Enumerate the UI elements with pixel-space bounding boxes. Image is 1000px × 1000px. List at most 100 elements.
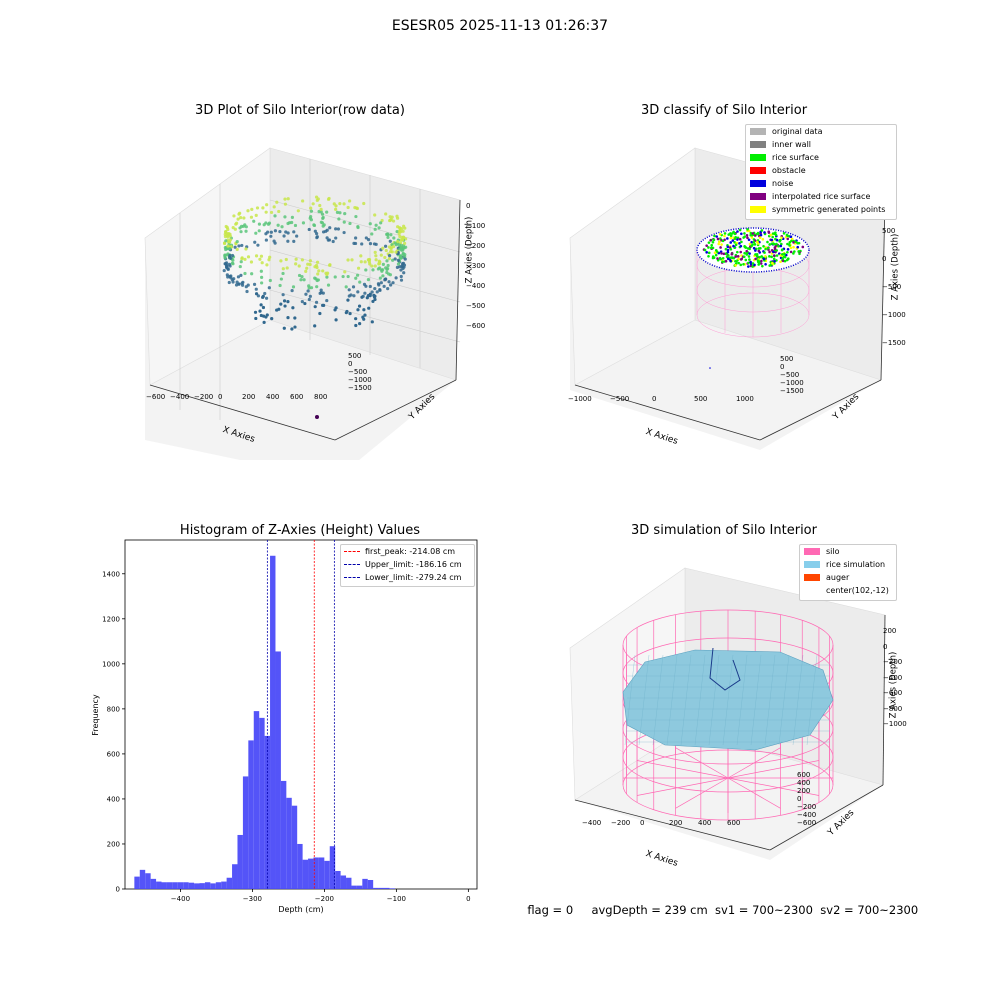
plot1-point xyxy=(403,241,407,245)
plot1-point xyxy=(321,269,325,273)
plot1-y-tick-3: −1000 xyxy=(348,376,372,384)
plot1-point xyxy=(307,297,311,302)
histogram-bar xyxy=(351,885,357,889)
plot2-point xyxy=(780,253,784,256)
plot1-point xyxy=(283,215,287,219)
histogram-bar xyxy=(161,882,167,889)
plot1-point xyxy=(367,260,371,264)
plot1-point xyxy=(256,243,260,247)
histogram-chart: −400 −300 −200 −100 0 0 200 400 600 800 1000 1200 14… xyxy=(91,539,478,914)
plot1-point xyxy=(386,263,390,268)
histogram-bar xyxy=(259,717,265,889)
plot1-point xyxy=(250,207,254,212)
plot1-point xyxy=(359,260,363,264)
plot2-point xyxy=(739,244,743,248)
plot1-point xyxy=(358,322,362,326)
plot1-point xyxy=(228,240,232,244)
plot1-point xyxy=(277,209,281,214)
plot1-point xyxy=(235,240,239,244)
plot1-z-ticks: 0 −100 −200 −300 −400 −500 −600 xyxy=(466,196,485,336)
plot1-point xyxy=(350,258,354,262)
plot2-point xyxy=(734,243,738,247)
plot1-point xyxy=(239,215,243,220)
plot2-point xyxy=(729,232,732,235)
plot1-point xyxy=(378,260,382,264)
plot2-point xyxy=(771,232,775,235)
plot1-point xyxy=(308,294,312,298)
plot2-point xyxy=(771,261,774,265)
plot1-point xyxy=(294,262,298,266)
plot1-point xyxy=(374,254,378,258)
plot4-x-tick-1: −200 xyxy=(611,819,631,827)
histogram-legend-label: first_peak: -214.08 cm xyxy=(365,547,456,556)
plot4-z-tick-3: −400 xyxy=(883,673,903,682)
histogram-bar xyxy=(270,555,276,889)
plot2-legend-label: rice surface xyxy=(772,153,819,162)
plot2-z-tick-0: 500 xyxy=(882,227,896,235)
plot1-point xyxy=(243,257,247,261)
plot1-point xyxy=(276,223,280,227)
plot2-point xyxy=(779,244,783,248)
histogram-legend-swatch xyxy=(344,577,360,578)
plot2-point xyxy=(749,231,753,235)
plot2-point xyxy=(789,250,793,254)
plot2-point xyxy=(777,244,780,248)
plot2-point xyxy=(703,248,707,252)
plot1-point xyxy=(308,262,312,267)
plot1-point xyxy=(231,262,235,266)
plot2-point xyxy=(783,255,786,258)
plot4-silo-spoke xyxy=(727,760,819,779)
plot1-point xyxy=(305,266,309,270)
plot1-point xyxy=(241,224,246,228)
plot1-point xyxy=(309,209,314,213)
plot4-z-tick-1: 0 xyxy=(883,642,888,651)
plot1-point xyxy=(391,245,396,249)
plot1-point xyxy=(362,308,366,312)
plot4-x-tick-3: 200 xyxy=(669,819,683,827)
plot4-x-tick-5: 600 xyxy=(727,819,741,827)
histogram-bar xyxy=(373,887,379,889)
plot1-point xyxy=(398,229,402,233)
plot1-point xyxy=(342,202,346,206)
plot1-point xyxy=(379,281,383,285)
plot1-point xyxy=(261,294,265,298)
plot2-legend-swatch xyxy=(750,141,766,148)
plot1-point xyxy=(267,258,271,262)
plot1-point xyxy=(398,235,402,239)
plot1-point xyxy=(389,233,393,237)
plot2-point xyxy=(779,260,782,264)
plot2-point xyxy=(754,253,757,256)
plot1-point xyxy=(389,283,393,287)
plot4-z-tick-5: −800 xyxy=(883,704,903,713)
plot1-point xyxy=(325,272,329,277)
plot2-point xyxy=(713,251,717,255)
plot2-point xyxy=(729,241,733,244)
plot1-point xyxy=(239,273,243,278)
histogram-x-tick-label: 0 xyxy=(466,895,470,903)
plot2-point xyxy=(736,250,739,254)
plot1-point xyxy=(269,230,273,234)
plot1-point xyxy=(313,265,317,269)
plot1-point xyxy=(232,214,236,218)
plot1-point xyxy=(283,197,287,201)
plot1-point xyxy=(268,278,272,283)
plot4-legend-swatch xyxy=(804,561,820,568)
plot1-point xyxy=(383,278,387,282)
plot1-point xyxy=(304,269,308,273)
plot1-point xyxy=(324,229,328,233)
plot1-point xyxy=(278,283,282,288)
plot1-point xyxy=(401,251,405,255)
plot1-point xyxy=(253,310,258,314)
plot1-point xyxy=(356,290,360,294)
plot2-y-tick-2: −500 xyxy=(780,371,800,379)
plot2-point xyxy=(778,238,782,242)
plot2-point xyxy=(738,228,742,232)
plot4-legend-label: silo xyxy=(826,547,840,556)
plot1-point xyxy=(366,293,370,298)
plot4-grid-line xyxy=(722,654,734,746)
plot1-point xyxy=(252,282,257,286)
plot2-y-tick-4: −1500 xyxy=(780,387,804,395)
plot4-z-tick-2: −200 xyxy=(883,658,903,666)
histogram-bar xyxy=(280,780,287,889)
histogram-bar xyxy=(237,834,243,889)
